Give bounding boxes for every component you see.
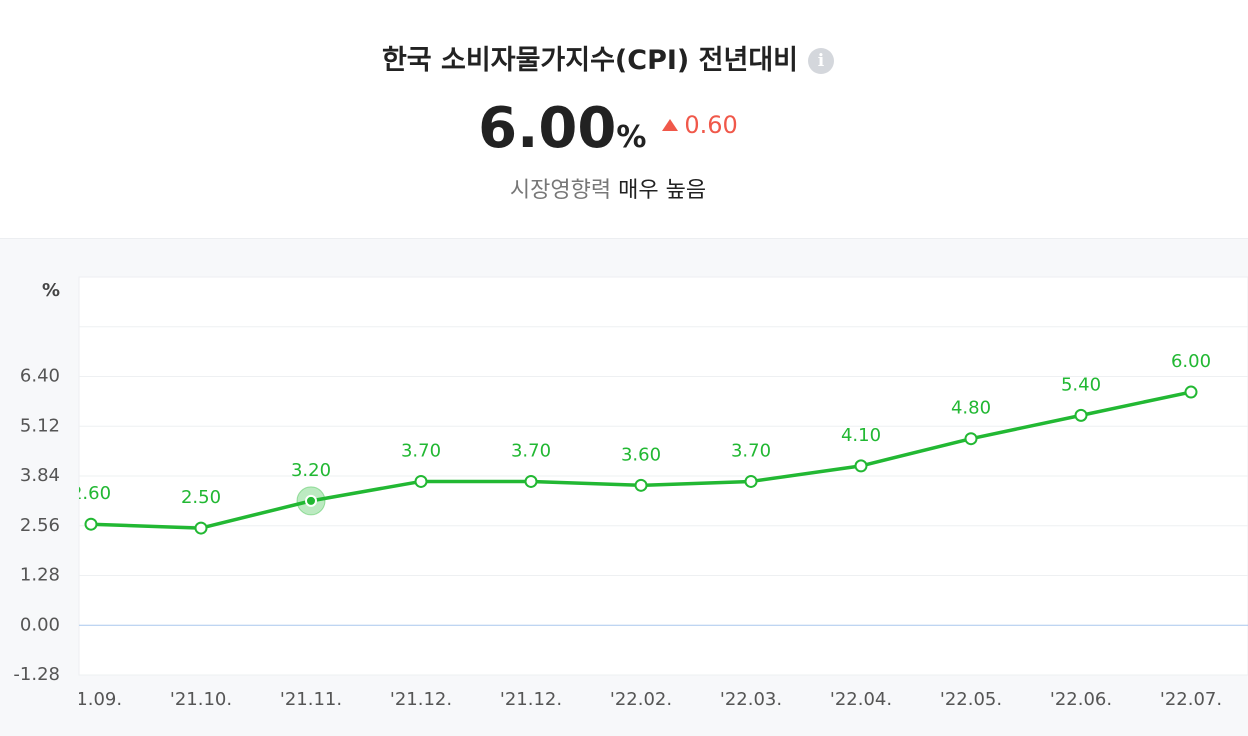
point bbox=[854, 459, 868, 473]
info-icon[interactable]: i bbox=[808, 48, 835, 74]
value-label: 2.50 bbox=[181, 487, 221, 508]
x-tick-label: '22.05. bbox=[940, 689, 1002, 710]
impact-row: 시장영향력 매우 높음 bbox=[0, 172, 1216, 204]
y-tick-label: 0.00 bbox=[20, 614, 60, 635]
title-row: 한국 소비자물가지수(CPI) 전년대비 i bbox=[0, 38, 1216, 77]
value-label: 3.70 bbox=[731, 440, 771, 461]
value-label: 3.70 bbox=[401, 440, 441, 461]
up-arrow bbox=[662, 119, 679, 131]
x-tick-label: '21.10. bbox=[170, 689, 232, 710]
unit: % bbox=[616, 120, 647, 155]
value-label: 3.60 bbox=[621, 444, 661, 465]
x-tick-label: '22.03. bbox=[720, 689, 782, 710]
title: 한국 소비자물가지수(CPI) 전년대비 bbox=[381, 45, 799, 76]
x-tick-label: '21.11. bbox=[280, 689, 342, 710]
point bbox=[414, 474, 428, 488]
x-tick-label: '22.02. bbox=[610, 689, 672, 710]
impact-label: 시장영향력 bbox=[509, 178, 612, 203]
value-label: 4.80 bbox=[951, 398, 991, 419]
y-tick-label: -1.28 bbox=[13, 664, 60, 685]
y-tick-label: 6.40 bbox=[20, 366, 60, 387]
point bbox=[634, 478, 648, 492]
y-unit: % bbox=[42, 280, 60, 301]
y-tick-label: 3.84 bbox=[20, 465, 60, 486]
value-row: 6.00% 0.60 bbox=[0, 96, 1216, 161]
x-tick-label: '22.04. bbox=[830, 689, 892, 710]
y-tick-label: 1.28 bbox=[20, 565, 60, 586]
y-tick-label: 5.12 bbox=[20, 415, 60, 436]
x-tick-label: '22.06. bbox=[1050, 689, 1112, 710]
value: 6.00 bbox=[478, 96, 617, 161]
change-value: 0.60 bbox=[684, 111, 738, 139]
chart: % '21.09. '21.10. '21.11. '21.12. '21.12. '22… bbox=[0, 239, 1248, 736]
y-tick-label: 2.56 bbox=[20, 515, 60, 536]
value-label: 2.60 bbox=[71, 483, 111, 504]
change: 0.60 bbox=[662, 111, 738, 139]
value-label: 5.40 bbox=[1061, 374, 1101, 395]
plot: '21.09. '21.10. '21.11. '21.12. '21.12. '22.0… bbox=[60, 326, 1248, 710]
point bbox=[194, 521, 208, 535]
header: 한국 소비자물가지수(CPI) 전년대비 i 6.00% 0.60 시장영향력 매우… bbox=[0, 0, 1248, 239]
value-label: 6.00 bbox=[1171, 351, 1211, 372]
point bbox=[524, 474, 538, 488]
x-tick-label: '21.12. bbox=[390, 689, 452, 710]
point bbox=[964, 432, 978, 446]
value-label: 3.70 bbox=[511, 440, 551, 461]
value-label: 3.20 bbox=[291, 460, 331, 481]
x-tick-label: '21.12. bbox=[500, 689, 562, 710]
point bbox=[744, 474, 758, 488]
point bbox=[1074, 408, 1088, 422]
point bbox=[305, 494, 317, 507]
point bbox=[84, 517, 98, 531]
x-tick-label: '21.09. bbox=[60, 689, 122, 710]
value-label: 4.10 bbox=[841, 425, 881, 446]
x-tick-label: '22.07. bbox=[1160, 689, 1222, 710]
impact-value: 매우 높음 bbox=[618, 178, 707, 203]
point bbox=[1184, 385, 1198, 399]
